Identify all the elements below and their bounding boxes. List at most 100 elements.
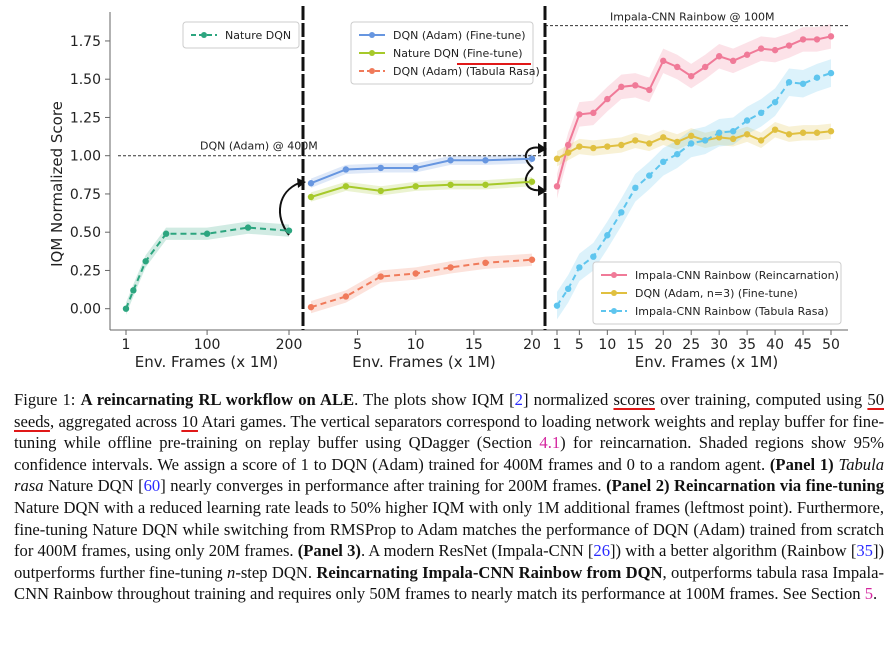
x-tick-label: 35 <box>738 337 756 353</box>
caption-text: ] normalized <box>522 390 614 409</box>
data-point <box>715 134 723 141</box>
caption-text: . The plots show IQM [ <box>354 390 515 409</box>
data-point <box>553 155 561 162</box>
data-point <box>482 259 489 266</box>
reincarnating-phrase: Reincarnating Impala-CNN Rainbow from DQ… <box>316 562 663 582</box>
data-point <box>590 109 597 117</box>
data-point <box>142 258 149 265</box>
caption-text: ]) outperforms further fine-tuning <box>14 541 885 582</box>
legend-swatch-marker <box>611 308 617 314</box>
section-link[interactable]: 4.1 <box>539 433 561 453</box>
data-point <box>285 227 293 234</box>
data-point <box>342 183 350 190</box>
data-point <box>827 33 835 40</box>
reincarnation-arrow <box>524 167 541 192</box>
confidence-band <box>557 59 831 320</box>
x-axis-label: Env. Frames (x 1M) <box>352 353 495 371</box>
x-tick-label: 1 <box>553 337 562 353</box>
annotated-word-scores: scores <box>613 390 655 409</box>
data-point <box>307 303 315 311</box>
data-point <box>785 42 793 49</box>
reincarnation-arrow <box>279 182 300 236</box>
legend-box <box>350 21 534 85</box>
panel-1-label: (Panel 1) <box>769 454 834 474</box>
x-tick-label: 100 <box>194 337 221 353</box>
data-point <box>729 57 737 65</box>
data-point <box>377 187 384 195</box>
legend-entry: Impala-CNN Rainbow (Tabula Rasa) <box>635 305 829 318</box>
legend-swatch-marker <box>369 50 375 56</box>
legend-swatch-marker <box>201 32 207 38</box>
data-point <box>604 95 611 103</box>
x-tick-label: 30 <box>710 337 728 353</box>
arrowhead <box>538 185 547 196</box>
caption-text: Nature DQN with a reduced learning rate … <box>14 497 884 561</box>
figure-label: Figure 1: <box>14 390 76 409</box>
figure-panels: 0.00 0.25 0.50 0.75 1.00 1.25 1.50 1.75 1 100 200 E… <box>48 6 848 371</box>
data-point <box>618 83 625 91</box>
data-point <box>688 140 695 147</box>
arrowhead <box>538 143 547 154</box>
data-point <box>528 256 536 263</box>
data-point <box>377 273 384 280</box>
data-point <box>447 181 454 188</box>
italic-term: Tabula rasa <box>14 454 884 496</box>
data-point <box>130 287 137 294</box>
x-tick-label: 25 <box>682 337 700 353</box>
data-point <box>377 164 384 172</box>
data-point <box>674 138 681 146</box>
data-point <box>604 232 611 239</box>
caption-paragraph: Figure 1: A reincarnating RL workflow on… <box>14 389 884 605</box>
data-point <box>660 134 667 141</box>
data-point <box>701 137 709 144</box>
citation-link[interactable]: 60 <box>143 476 161 496</box>
data-point <box>827 128 835 135</box>
legend-swatch-marker <box>611 272 617 278</box>
data-point <box>244 224 252 231</box>
data-point <box>412 183 419 190</box>
figure-caption: Figure 1: A reincarnating RL workflow on… <box>14 389 884 605</box>
x-tick-label: 45 <box>794 337 812 353</box>
confidence-band <box>557 24 831 199</box>
annotated-word-seeds: 50 seeds <box>14 390 884 431</box>
caption-text: over training, computed using <box>654 390 868 409</box>
data-point <box>646 86 653 94</box>
data-point <box>482 181 489 188</box>
data-point <box>482 157 489 164</box>
data-point <box>771 126 779 133</box>
x-tick-label: 20 <box>523 337 541 353</box>
data-point <box>813 36 821 43</box>
data-point <box>827 69 835 77</box>
data-point <box>412 270 419 277</box>
data-point <box>553 183 561 190</box>
legend-entry: Nature DQN <box>225 29 291 42</box>
data-point <box>799 80 807 87</box>
data-point <box>646 172 653 179</box>
citation-link[interactable]: 35 <box>856 541 873 561</box>
data-point <box>553 302 561 309</box>
legend-box <box>592 261 842 325</box>
data-point <box>771 46 779 54</box>
confidence-band <box>126 221 289 315</box>
data-point <box>785 131 793 138</box>
y-axis-label: IQM Normalized Score <box>48 101 66 267</box>
data-point <box>590 144 597 152</box>
data-point <box>447 264 454 271</box>
caption-text: ] nearly converges in performance after … <box>160 476 607 496</box>
section-link[interactable]: 5 <box>864 584 873 604</box>
data-point <box>576 264 583 271</box>
legend-entry: DQN (Adam, n=3) (Fine-tune) <box>635 287 798 300</box>
citation-link[interactable]: 26 <box>593 541 611 561</box>
legend-entry: DQN (Adam) (Tabula Rasa) <box>393 65 540 78</box>
citation-link[interactable]: 2 <box>514 390 523 409</box>
data-point <box>447 157 454 164</box>
data-point <box>412 164 419 172</box>
data-point <box>743 51 751 58</box>
data-point <box>688 72 695 80</box>
y-tick-label: 0.75 <box>70 187 101 203</box>
y-tick-label: 0.00 <box>70 302 101 318</box>
data-point <box>729 135 737 143</box>
data-point <box>715 129 723 136</box>
data-point <box>307 193 315 201</box>
legend-swatch-marker <box>369 32 375 38</box>
